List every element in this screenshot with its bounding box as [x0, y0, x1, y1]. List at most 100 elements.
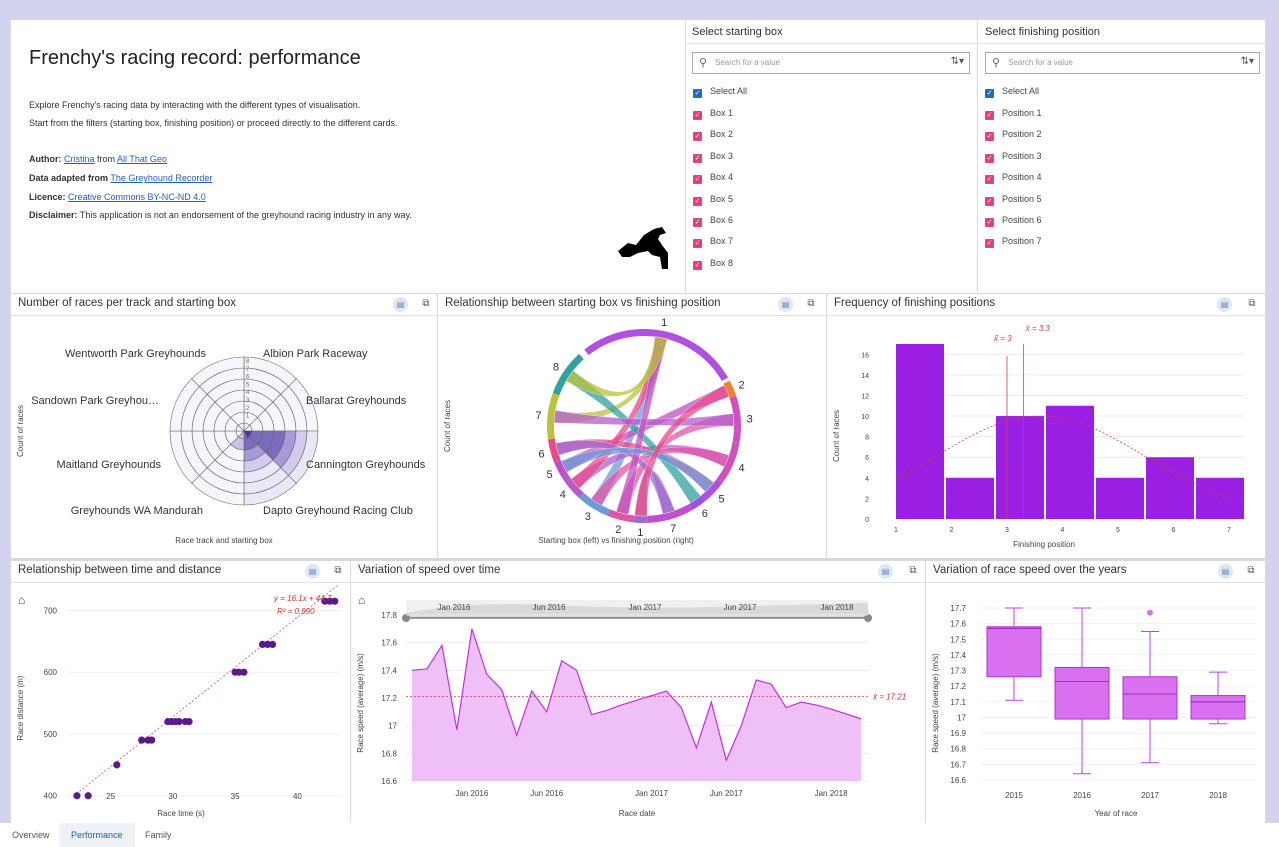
tab-performance[interactable]: Performance: [59, 823, 135, 847]
chord-arc-right: [729, 396, 741, 443]
maximize-icon[interactable]: ⧉: [422, 298, 430, 309]
checkbox-icon[interactable]: ✓: [985, 132, 994, 142]
filter_box-item[interactable]: ✓ Box 4: [693, 172, 733, 185]
filter_pos-item[interactable]: ✓ Position 5: [985, 194, 1042, 206]
x-tick-label: 2015: [1005, 791, 1023, 800]
home-icon[interactable]: ⌂: [18, 593, 26, 607]
export-icon[interactable]: ▤: [393, 297, 408, 312]
y-tick-label: 16.9: [950, 729, 966, 738]
filter_box-item[interactable]: ✓ Box 6: [693, 215, 733, 227]
scatter-point: [321, 597, 329, 605]
chord-arc-left: [547, 438, 561, 463]
disclaimer-label: Disclaimer:: [29, 210, 78, 220]
chord-arc-right: [716, 441, 740, 484]
checkbox-icon[interactable]: ✓: [693, 175, 702, 185]
chord-chart-title: Relationship between starting box vs fin…: [438, 294, 826, 316]
maximize-icon[interactable]: ⧉: [807, 298, 815, 309]
x-tick-label: 2: [950, 527, 954, 534]
finishing-position-filter: Select finishing position ⚲ Search for a…: [977, 19, 1266, 294]
starting-box-search[interactable]: ⚲ Search for a value ⇅▾: [692, 52, 970, 74]
chord-arc-left: [561, 473, 584, 499]
maximize-icon[interactable]: ⧉: [909, 565, 917, 576]
tab-family[interactable]: Family: [145, 830, 172, 840]
filter_pos-item[interactable]: ✓ Position 2: [985, 129, 1042, 142]
slider-label: Jun 2017: [724, 603, 757, 612]
checkbox-icon[interactable]: ✓: [693, 111, 702, 120]
finishing-position-search[interactable]: ⚲ Search for a value ⇅▾: [985, 52, 1260, 74]
ring-tick-label: 5: [246, 382, 250, 388]
y-tick-label: 4: [865, 476, 869, 483]
checkbox-icon[interactable]: ✓: [985, 111, 994, 120]
chord-arc-right: [701, 478, 723, 501]
home-icon[interactable]: ⌂: [358, 593, 366, 607]
y-tick-label: 17.5: [950, 635, 966, 644]
data-label: Data adapted from: [29, 173, 109, 183]
filter_box-item[interactable]: ✓ Box 5: [693, 194, 733, 206]
filter-item-label: Box 3: [710, 150, 734, 161]
chord-arc-left: [552, 353, 584, 396]
checkbox-icon[interactable]: ✓: [985, 89, 994, 98]
licence-link[interactable]: Creative Commons BY-NC-ND 4.0: [68, 192, 206, 202]
filter_pos-item[interactable]: ✓ Position 1: [985, 108, 1042, 120]
filter_box-select-all[interactable]: ✓ Select All: [693, 86, 747, 98]
ring-tick-label: 3: [246, 398, 250, 404]
y-tick-label: 17.3: [950, 667, 966, 676]
sort-icon[interactable]: ⇅▾: [1240, 56, 1254, 67]
chord-arc-left: [547, 392, 560, 440]
scatter-point: [148, 736, 156, 744]
select-all-label: Select All: [710, 86, 748, 96]
y-tick-label: 17.8: [381, 611, 397, 620]
export-icon[interactable]: ▤: [305, 564, 320, 579]
checkbox-icon[interactable]: ✓: [693, 239, 702, 249]
author-link[interactable]: Cristina: [64, 154, 95, 164]
maximize-icon[interactable]: ⧉: [334, 565, 342, 576]
export-icon[interactable]: ▤: [1218, 564, 1233, 579]
checkbox-icon[interactable]: ✓: [985, 153, 994, 163]
scatter-chart: 400 500 600 700 25 30 35 40 y = 16.1x + 44.7 R² =…: [16, 584, 341, 818]
checkbox-icon[interactable]: ✓: [985, 239, 994, 249]
org-link[interactable]: All That Geo: [117, 154, 167, 164]
y-tick-label: 17.2: [950, 682, 966, 691]
filter_box-item[interactable]: ✓ Box 1: [693, 108, 733, 120]
checkbox-icon[interactable]: ✓: [693, 218, 702, 227]
filter_pos-item[interactable]: ✓ Position 3: [985, 151, 1042, 163]
export-icon[interactable]: ▤: [878, 564, 893, 579]
radial-chart: 8 7 65 4 3 2 1 Wentworth Park Greyhounds Albion …: [16, 348, 426, 545]
checkbox-icon[interactable]: ✓: [693, 260, 702, 270]
slider-handle-left: [402, 614, 410, 622]
sort-icon[interactable]: ⇅▾: [950, 56, 964, 67]
filter_box-item[interactable]: ✓ Box 3: [693, 151, 733, 163]
track-label: Ballarat Greyhounds: [306, 395, 407, 407]
filter_pos-item[interactable]: ✓ Position 4: [985, 172, 1042, 185]
slider-handle-right: [864, 614, 872, 622]
filter_box-item[interactable]: ✓ Box 7: [693, 236, 733, 249]
filter_pos-select-all[interactable]: ✓ Select All: [985, 86, 1039, 98]
maximize-icon[interactable]: ⧉: [1248, 298, 1256, 309]
checkbox-icon[interactable]: ✓: [693, 196, 702, 206]
checkbox-icon[interactable]: ✓: [985, 196, 994, 206]
maximize-icon[interactable]: ⧉: [1247, 565, 1255, 576]
data-source-link[interactable]: The Greyhound Recorder: [110, 173, 213, 183]
checkbox-icon[interactable]: ✓: [693, 132, 702, 142]
checkbox-icon[interactable]: ✓: [693, 89, 702, 98]
x-axis-label: Race time (s): [157, 809, 205, 818]
tab-overview[interactable]: Overview: [12, 830, 50, 840]
licence-label: Licence:: [29, 192, 66, 202]
checkbox-icon[interactable]: ✓: [985, 175, 994, 185]
starting-box-filter: Select starting box ⚲ Search for a value…: [685, 19, 978, 294]
filter_box-item[interactable]: ✓ Box 8: [693, 258, 733, 270]
export-icon[interactable]: ▤: [1217, 297, 1232, 312]
filter_pos-item[interactable]: ✓ Position 6: [985, 215, 1042, 227]
filter_pos-item[interactable]: ✓ Position 7: [985, 236, 1042, 249]
checkbox-icon[interactable]: ✓: [693, 153, 702, 163]
x-tick-label: Jun 2016: [530, 789, 563, 798]
scatter-point: [331, 597, 339, 605]
export-icon[interactable]: ▤: [778, 297, 793, 312]
chord-arc-right: [689, 494, 707, 511]
filter_box-item[interactable]: ✓ Box 2: [693, 129, 733, 142]
filter-item-label: Position 5: [1002, 193, 1042, 204]
checkbox-icon[interactable]: ✓: [985, 218, 994, 227]
y-tick-label: 17.6: [381, 639, 397, 648]
x-tick-label: 2016: [1073, 791, 1091, 800]
y-tick-label: 500: [44, 730, 58, 739]
